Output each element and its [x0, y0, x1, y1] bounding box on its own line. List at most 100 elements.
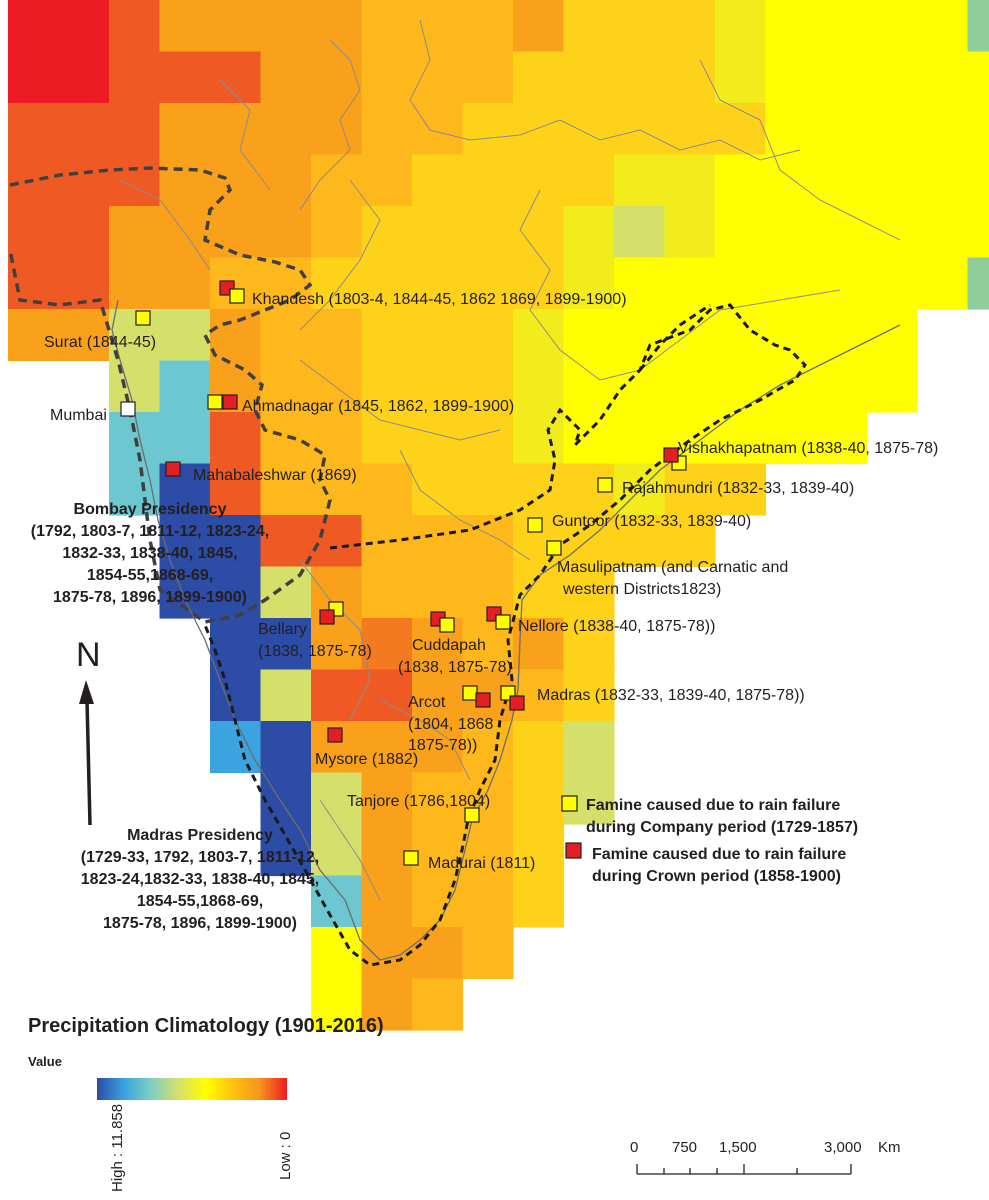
grid-cell	[866, 360, 918, 413]
grid-cell	[260, 772, 312, 825]
label-vishakhapatnam: Vishakhapatnam (1838-40, 1875-78)	[678, 440, 938, 457]
grid-cell	[260, 309, 312, 362]
grid-cell	[866, 154, 918, 207]
madras-presidency-line-1: (1729-33, 1792, 1803-7, 1811-12,	[81, 849, 319, 866]
grid-cell	[260, 154, 312, 207]
grid-cell	[361, 978, 413, 1031]
label-madurai: Madurai (1811)	[428, 855, 535, 872]
grid-cell	[462, 412, 514, 465]
grid-cell	[513, 618, 565, 671]
grid-cell	[8, 51, 60, 104]
grid-cell	[58, 206, 110, 259]
grid-cell	[159, 0, 211, 53]
grid-cell	[58, 51, 110, 104]
grid-cell	[866, 0, 918, 53]
grid-cell	[412, 206, 464, 259]
legend-company-line-1: Famine caused due to rain failure	[586, 797, 840, 814]
grid-cell	[816, 51, 868, 104]
grid-cell	[412, 154, 464, 207]
grid-cell	[311, 463, 363, 516]
north-arrow-head-icon	[79, 680, 94, 704]
grid-cell	[260, 721, 312, 774]
grid-cell	[967, 103, 989, 156]
grid-cell	[917, 0, 969, 53]
grid-cell	[816, 103, 868, 156]
grid-cell	[715, 412, 767, 465]
colorbar-legend: Precipitation Climatology (1901-2016) Va…	[28, 1015, 384, 1192]
khandesh-company-marker	[229, 288, 245, 304]
grid-cell	[311, 103, 363, 156]
grid-cell	[563, 618, 615, 671]
grid-cell	[715, 51, 767, 104]
famine-markers	[120, 280, 687, 866]
grid-cell	[715, 103, 767, 156]
grid-cell	[260, 669, 312, 722]
grid-cell	[159, 206, 211, 259]
grid-cell	[816, 154, 868, 207]
grid-cell	[513, 721, 565, 774]
madras-presidency-line-3: 1854-55,1868-69,	[137, 893, 263, 910]
grid-cell	[715, 257, 767, 310]
grid-cell	[967, 257, 989, 310]
grid-cell	[513, 824, 565, 877]
label-arcot-1: Arcot	[408, 694, 446, 711]
grid-cell	[917, 51, 969, 104]
presidency-boundaries	[8, 166, 332, 624]
grid-cell	[664, 154, 716, 207]
region-labels: Bombay Presidency (1792, 1803-7, 1811-12…	[31, 501, 319, 932]
grid-cell	[311, 772, 363, 825]
grid-cell	[614, 0, 666, 53]
grid-cell	[8, 103, 60, 156]
grid-cell	[210, 566, 262, 619]
grid-cell	[311, 618, 363, 671]
grid-cell	[260, 51, 312, 104]
grid-cell	[765, 309, 817, 362]
grid-cell	[513, 154, 565, 207]
grid-cell	[563, 0, 615, 53]
grid-cell	[664, 0, 716, 53]
madurai-company-marker	[403, 850, 419, 866]
madras-presidency-line-2: 1823-24,1832-33, 1838-40, 1845,	[81, 871, 319, 888]
grid-cell	[866, 103, 918, 156]
grid-cell	[311, 515, 363, 568]
grid-cell	[715, 206, 767, 259]
grid-cell	[462, 103, 514, 156]
grid-cell	[361, 206, 413, 259]
grid-cell	[816, 412, 868, 465]
grid-cell	[260, 103, 312, 156]
grid-cell	[159, 515, 211, 568]
legend-crown-line-2: during Crown period (1858-1900)	[592, 868, 841, 885]
grid-cell	[462, 875, 514, 928]
grid-cell	[614, 515, 666, 568]
mysore-crown-marker	[327, 727, 343, 743]
grid-cell	[210, 154, 262, 207]
grid-cell	[412, 0, 464, 53]
scale-tick-1500: 1,500	[719, 1139, 757, 1156]
label-bellary-1: Bellary	[258, 621, 307, 638]
cuddapah-company-marker	[439, 617, 455, 633]
grid-cell	[109, 154, 161, 207]
arcot-crown-marker	[475, 692, 491, 708]
label-nellore: Nellore (1838-40, 1875-78))	[518, 618, 715, 635]
grid-cell	[210, 309, 262, 362]
grid-cell	[311, 206, 363, 259]
madras-presidency-line-4: 1875-78, 1896, 1899-1900)	[103, 915, 297, 932]
grid-cell	[311, 360, 363, 413]
grid-cell	[412, 927, 464, 980]
colorbar-ramp	[97, 1078, 287, 1100]
grid-cell	[462, 927, 514, 980]
grid-cell	[917, 206, 969, 259]
grid-cell	[412, 978, 464, 1031]
bombay-presidency-line-4: 1875-78, 1896, 1899-1900)	[53, 589, 247, 606]
grid-cell	[260, 206, 312, 259]
grid-cell	[614, 206, 666, 259]
grid-cell	[664, 515, 716, 568]
grid-cell	[462, 721, 514, 774]
grid-cell	[563, 412, 615, 465]
grid-cell	[563, 257, 615, 310]
legend-company-line-2: during Company period (1729-1857)	[586, 819, 858, 836]
bombay-presidency-line-2: 1832-33, 1838-40, 1845,	[62, 545, 237, 562]
grid-cell	[866, 51, 918, 104]
grid-cell	[412, 309, 464, 362]
